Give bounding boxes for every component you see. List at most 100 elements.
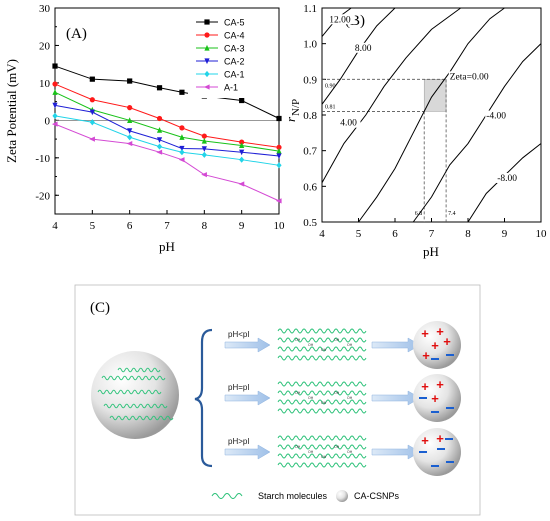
x-tick-label: 10: [536, 228, 548, 240]
marker-circle: [239, 139, 245, 145]
marker-triangle-down: [156, 137, 163, 143]
condition-row: pH>pI OH OH OH OH OH + +: [224, 428, 461, 476]
contour-line: Zeta=0.00: [358, 7, 505, 223]
contour-label: -4.00: [486, 112, 506, 122]
ref-label-y-low: 0.81: [325, 104, 336, 110]
marker-triangle-left: [89, 136, 95, 142]
x-tick-label: 6: [392, 228, 398, 240]
marker-circle: [201, 133, 207, 139]
starch-chain: [277, 328, 367, 334]
condition-label: pH<pI: [228, 330, 250, 339]
marker-triangle-left: [178, 157, 185, 163]
marker-circle: [204, 32, 210, 38]
marker-triangle-down: [89, 109, 95, 116]
legend-label: A-1: [224, 83, 238, 93]
marker-circle: [52, 81, 58, 87]
x-tick-label: 8: [202, 220, 208, 232]
y-tick-label: 0.6: [303, 181, 317, 193]
marker-triangle-up: [156, 127, 163, 133]
chemical-group: OH: [295, 338, 301, 342]
series-line: [54, 123, 280, 202]
marker-circle: [276, 144, 282, 150]
marker-triangle-up: [204, 44, 210, 51]
marker-diamond: [239, 156, 245, 163]
contour-label: 8.00: [355, 44, 372, 54]
marker-square: [127, 78, 133, 84]
marker-triangle-left: [51, 121, 58, 127]
y-tick-label: 0.7: [303, 146, 317, 158]
marker-square: [89, 76, 95, 82]
starch-chain: [277, 346, 367, 352]
contour-label-bg: [485, 110, 512, 121]
x-tick-label: 5: [90, 220, 96, 232]
contour-label-bg: [328, 14, 355, 25]
contour-line: 8.00: [321, 7, 396, 105]
chart-zeta-vs-ph: (A) pH Zeta Potential (mV) 4 5 6 7 8 9 10 -20 -1…: [4, 3, 285, 254]
y-tick-label: 1.0: [303, 39, 317, 51]
contour-line: 4.00: [321, 7, 461, 184]
contour-label-bg: [496, 172, 523, 183]
y-tick-label: -20: [35, 190, 50, 202]
marker-circle: [156, 115, 163, 122]
positive-charge: +: [443, 334, 451, 349]
series-line: [54, 104, 280, 157]
y-tick-label: 10: [39, 78, 51, 90]
condition-label: pH=pI: [228, 383, 250, 392]
starch-chain: [103, 403, 168, 409]
legend-label: CA-5: [224, 18, 245, 28]
contour-label-bg: [448, 71, 497, 82]
marker-diamond: [156, 143, 163, 150]
particle-result: [413, 321, 461, 369]
x-axis-title-b: pH: [423, 244, 439, 259]
svg-text:N/P: N/P: [290, 99, 302, 116]
arrow-right-icon: [224, 390, 271, 406]
svg-text:r: r: [283, 116, 298, 122]
legend-item: CA-4: [196, 31, 245, 41]
marker-circle: [127, 105, 133, 111]
x-tick-label: 9: [239, 220, 245, 232]
x-tick-label: 4: [52, 220, 58, 232]
starch-chain: [277, 444, 367, 450]
panel-label-a: (A): [66, 26, 87, 42]
marker-triangle-down: [127, 128, 133, 134]
marker-triangle-down: [179, 145, 185, 152]
brace: [194, 328, 213, 468]
x-tick-label: 9: [502, 228, 508, 240]
starch-chain: [101, 375, 166, 381]
contour-label-bg: [353, 42, 376, 53]
contour-path: [358, 7, 505, 223]
series-line: [54, 115, 280, 166]
series-line: [54, 91, 280, 152]
marker-square: [276, 115, 282, 122]
starch-chain: [277, 355, 367, 361]
starch-cluster: OH OH OH OH OH: [277, 381, 367, 414]
marker-diamond: [127, 134, 133, 141]
contour-line: 12.00: [321, 7, 355, 37]
series-line: [54, 65, 280, 119]
x-tick-label: 10: [274, 220, 286, 232]
y-tick-label: -10: [35, 153, 50, 165]
marker-triangle-left: [201, 172, 207, 178]
chemical-group: OH: [347, 396, 353, 400]
series-line: [54, 83, 280, 148]
starch-cluster: OH OH OH OH OH: [277, 435, 367, 468]
marker-triangle-down: [52, 102, 58, 109]
positive-charge: +: [436, 377, 444, 392]
marker-square: [204, 19, 210, 25]
chemical-group: OH: [308, 343, 314, 347]
particle-legend-icon: [336, 490, 348, 502]
positive-charge: +: [421, 326, 429, 341]
marker-square: [156, 85, 163, 91]
y-tick-label: 0.8: [303, 110, 317, 122]
condition-label: pH>pI: [228, 437, 250, 446]
positive-charge: +: [421, 433, 429, 448]
marker-triangle-up: [52, 89, 58, 95]
starch-chain: [277, 462, 367, 468]
starch-chain: [277, 408, 367, 414]
marker-triangle-down: [201, 146, 207, 152]
y-tick-label: 1.1: [303, 3, 317, 15]
marker-triangle-left: [156, 149, 163, 155]
